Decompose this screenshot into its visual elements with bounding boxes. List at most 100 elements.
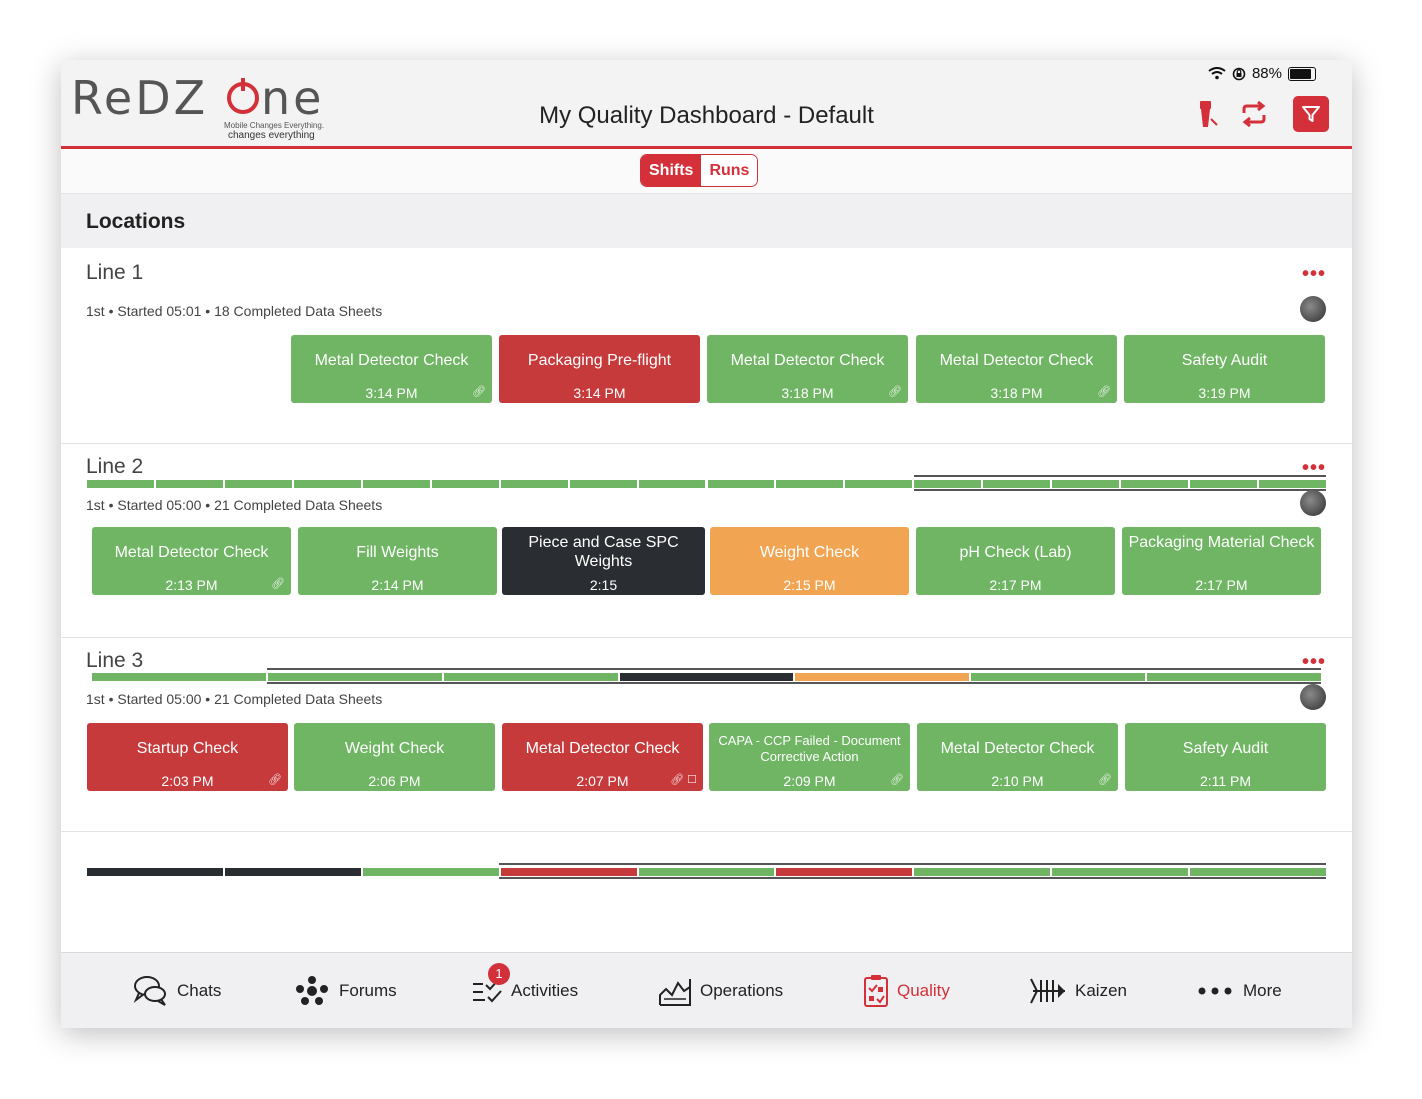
history-segment — [619, 673, 794, 681]
svg-text:ne: ne — [261, 74, 324, 124]
line-name[interactable]: Line 3 — [86, 649, 144, 672]
data-sheet-tile[interactable]: Weight Check 2:06 PM — [294, 723, 495, 791]
tile-name: Metal Detector Check — [525, 740, 680, 757]
tab-label: Activities — [511, 981, 579, 1000]
more-options-icon[interactable]: ••• — [1301, 651, 1326, 673]
history-segment — [638, 480, 706, 488]
tab-forums[interactable]: Forums — [293, 971, 397, 1011]
redzone-logo: ReDZ ne Mobile Changes Everything. chang… — [71, 71, 371, 144]
history-segment — [914, 868, 1051, 876]
page-title: My Quality Dashboard - Default — [539, 102, 874, 129]
data-sheet-tile[interactable]: Packaging Material Check 2:17 PM — [1122, 527, 1321, 595]
history-segment — [500, 480, 568, 488]
recent-bracket — [267, 668, 1321, 684]
data-sheet-tiles: Metal Detector Check 3:14 PM 🔗︎ Packagin… — [61, 335, 1352, 405]
data-sheet-tile[interactable]: Metal Detector Check 3:18 PM 🔗︎ — [707, 335, 908, 403]
data-sheet-tile[interactable]: Metal Detector Check 2:10 PM 🔗︎ — [917, 723, 1118, 791]
runs-tab[interactable]: Runs — [701, 155, 758, 186]
shifts-runs-toggle: Shifts Runs — [640, 154, 759, 187]
line-meta: 1st • Started 05:01 • 18 Completed Data … — [86, 303, 383, 319]
history-segment — [267, 673, 442, 681]
link-icon: 🔗︎ — [1097, 386, 1111, 398]
data-sheet-tile[interactable]: Metal Detector Check 2:13 PM 🔗︎ — [92, 527, 291, 595]
refresh-button[interactable] — [1236, 96, 1272, 132]
history-segment — [155, 480, 223, 488]
avatar[interactable] — [1300, 490, 1326, 516]
history-segment — [224, 480, 292, 488]
quality-icon — [864, 975, 888, 1007]
data-sheet-tile[interactable]: Metal Detector Check 3:18 PM 🔗︎ — [916, 335, 1117, 403]
history-segment — [362, 868, 499, 876]
tile-name: CAPA - CCP Failed - Document Corrective … — [718, 733, 901, 764]
history-segment — [87, 480, 154, 488]
app-window: ReDZ ne Mobile Changes Everything. chang… — [61, 60, 1352, 1028]
history-segment — [443, 673, 618, 681]
locations-header: Locations — [61, 194, 1352, 248]
refresh-icon — [1242, 101, 1266, 127]
link-note-icon: 🔗︎ ☐ — [670, 774, 697, 786]
more-options-icon[interactable]: ••• — [1301, 457, 1326, 479]
avatar[interactable] — [1300, 296, 1326, 322]
history-segment — [1147, 673, 1321, 681]
bottom-tab-bar: Chats Forums 1 — [61, 952, 1352, 1028]
link-icon: 🔗︎ — [268, 774, 282, 786]
line-name[interactable]: Line 1 — [86, 261, 144, 284]
avatar[interactable] — [1300, 684, 1326, 710]
data-sheet-tile[interactable]: Piece and Case SPC Weights 2:15 — [502, 527, 705, 595]
tab-activities[interactable]: 1 Activities — [471, 963, 579, 1011]
tab-quality[interactable]: Quality — [863, 971, 950, 1011]
tile-time: 2:14 PM — [371, 577, 424, 593]
link-icon: 🔗︎ — [472, 386, 486, 398]
tab-kaizen[interactable]: Kaizen — [1029, 971, 1127, 1011]
data-sheet-tile[interactable]: Safety Audit 2:11 PM — [1125, 723, 1326, 791]
filter-icon — [1302, 106, 1320, 122]
tile-time: 2:17 PM — [1195, 577, 1248, 593]
history-segment — [776, 868, 913, 876]
history-segment — [795, 673, 970, 681]
data-sheet-tile[interactable]: Metal Detector Check 3:14 PM 🔗︎ — [291, 335, 492, 403]
history-segment — [983, 480, 1051, 488]
tab-more[interactable]: More — [1197, 971, 1282, 1011]
tile-time: 2:15 — [589, 577, 618, 593]
tab-label: Kaizen — [1075, 981, 1127, 1000]
locations-heading: Locations — [86, 210, 186, 233]
data-sheet-tile[interactable]: CAPA - CCP Failed - Document Corrective … — [709, 723, 910, 791]
redzone-wordmark: ReDZ ne — [71, 71, 324, 125]
svg-text:ReDZ: ReDZ — [71, 74, 208, 124]
app-header: ReDZ ne Mobile Changes Everything. chang… — [61, 60, 1352, 149]
tile-time: 2:06 PM — [368, 773, 421, 789]
history-segment — [500, 868, 637, 876]
history-segment — [638, 868, 775, 876]
shifts-tab[interactable]: Shifts — [641, 155, 702, 186]
data-sheet-tile[interactable]: Startup Check 2:03 PM 🔗︎ — [87, 723, 288, 791]
view-toggle-bar: Shifts Runs — [61, 149, 1352, 194]
data-sheet-tile[interactable]: pH Check (Lab) 2:17 PM — [916, 527, 1115, 595]
data-sheet-tile[interactable]: Weight Check 2:15 PM — [710, 527, 909, 595]
history-segment — [845, 480, 913, 488]
tile-name: Metal Detector Check — [730, 352, 885, 369]
history-segment — [971, 673, 1146, 681]
history-bar — [61, 475, 1352, 491]
logo-tagline: Mobile Changes Everything. — [224, 121, 325, 130]
tab-operations[interactable]: Operations — [658, 971, 783, 1011]
data-sheet-tile[interactable]: Packaging Pre-flight 3:14 PM — [499, 335, 700, 403]
data-sheet-tile[interactable]: Metal Detector Check 2:07 PM 🔗︎ ☐ — [502, 723, 703, 791]
data-sheet-tile[interactable]: Safety Audit 3:19 PM — [1124, 335, 1325, 403]
tile-time: 2:10 PM — [991, 773, 1044, 789]
line-name[interactable]: Line 2 — [86, 455, 144, 478]
more-options-icon[interactable]: ••• — [1301, 263, 1326, 285]
data-sheet-tile[interactable]: Fill Weights 2:14 PM — [298, 527, 497, 595]
recent-bracket — [499, 863, 1326, 879]
tile-time: 3:14 PM — [573, 385, 626, 401]
history-segment — [1259, 480, 1326, 488]
filter-button[interactable] — [1293, 96, 1329, 132]
flashlight-button[interactable] — [1189, 96, 1225, 132]
tile-time: 3:18 PM — [781, 385, 834, 401]
tab-chats[interactable]: Chats — [133, 971, 221, 1011]
tile-time: 2:11 PM — [1199, 773, 1252, 789]
status-bar: 88% — [1208, 65, 1316, 82]
tile-name: Metal Detector Check — [940, 740, 1095, 757]
history-segment — [707, 480, 775, 488]
history-segment — [92, 673, 266, 681]
history-segment — [431, 480, 499, 488]
